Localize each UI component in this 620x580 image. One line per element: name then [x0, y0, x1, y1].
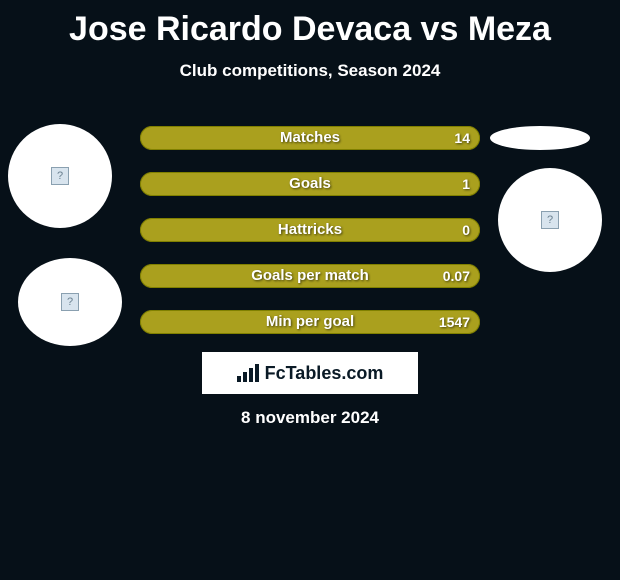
brand-text: FcTables.com — [265, 363, 384, 384]
stat-bar-label: Hattricks — [140, 218, 480, 242]
stat-bar-row: Goals1 — [140, 172, 480, 196]
image-placeholder-icon: ? — [61, 293, 79, 311]
stat-bar-row: Matches14 — [140, 126, 480, 150]
stat-bar-label: Min per goal — [140, 310, 480, 334]
image-placeholder-icon: ? — [51, 167, 69, 185]
stat-bar-row: Min per goal1547 — [140, 310, 480, 334]
stat-bar-row: Goals per match0.07 — [140, 264, 480, 288]
stat-bar-row: Hattricks0 — [140, 218, 480, 242]
stat-bar-value: 0 — [462, 218, 470, 242]
page-title: Jose Ricardo Devaca vs Meza — [0, 0, 620, 49]
brand-chart-icon — [237, 364, 259, 382]
image-placeholder-icon: ? — [541, 211, 559, 229]
stat-bar-value: 1547 — [439, 310, 470, 334]
stat-bar-label: Goals per match — [140, 264, 480, 288]
player-avatar-left-2: ? — [18, 258, 122, 346]
stat-bar-label: Goals — [140, 172, 480, 196]
stat-bar-label: Matches — [140, 126, 480, 150]
player-shape-right-oval — [490, 126, 590, 150]
stat-bar-value: 14 — [454, 126, 470, 150]
subtitle: Club competitions, Season 2024 — [0, 61, 620, 81]
stat-bar-value: 1 — [462, 172, 470, 196]
player-avatar-right: ? — [498, 168, 602, 272]
stat-bar-value: 0.07 — [443, 264, 470, 288]
player-avatar-left-1: ? — [8, 124, 112, 228]
brand-badge: FcTables.com — [202, 352, 418, 394]
stats-bars: Matches14 Goals1 Hattricks0 Goals per match… — [140, 126, 480, 356]
date-label: 8 november 2024 — [0, 408, 620, 428]
